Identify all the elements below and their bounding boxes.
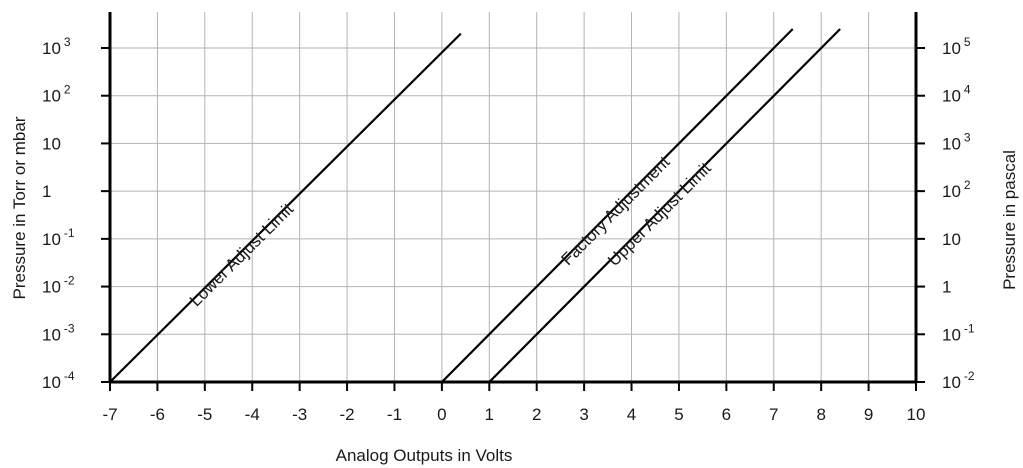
y-left-tick-label: 10 -4 bbox=[42, 369, 75, 392]
x-tick-label: -6 bbox=[150, 405, 165, 424]
y-right-tick-label: 10 3 bbox=[942, 130, 971, 153]
y-right-tick-label: 10 bbox=[942, 230, 961, 249]
y-axis-left-title: Pressure in Torr or mbar bbox=[10, 116, 29, 299]
y-right-tick-label: 10 4 bbox=[942, 83, 971, 106]
x-axis-title: Analog Outputs in Volts bbox=[336, 446, 513, 465]
y-left-tick-label: 10 -3 bbox=[42, 321, 75, 344]
y-right-tick-label: 1 bbox=[942, 278, 951, 297]
x-tick-label: 5 bbox=[674, 405, 683, 424]
series-label: Lower Adjust Limit bbox=[186, 199, 297, 310]
x-tick-label: 2 bbox=[532, 405, 541, 424]
x-tick-label: 3 bbox=[579, 405, 588, 424]
x-tick-label: -3 bbox=[292, 405, 307, 424]
x-tick-label: 0 bbox=[437, 405, 446, 424]
x-tick-label: 6 bbox=[722, 405, 731, 424]
series-group bbox=[109, 28, 841, 383]
y-left-tick-label: 10 2 bbox=[42, 83, 71, 106]
x-tick-label: 9 bbox=[864, 405, 873, 424]
x-tick-label: -7 bbox=[102, 405, 117, 424]
axes bbox=[101, 12, 925, 391]
grid bbox=[110, 12, 916, 382]
y-right-tick-label: 10 2 bbox=[942, 178, 971, 201]
series-line bbox=[109, 32, 462, 383]
y-axis-right-title: Pressure in pascal bbox=[1000, 150, 1019, 290]
x-tick-label: 8 bbox=[816, 405, 825, 424]
y-left-tick-label: 10 bbox=[42, 134, 61, 153]
series-line bbox=[441, 28, 794, 383]
x-tick-label: 7 bbox=[769, 405, 778, 424]
x-tick-label: 10 bbox=[907, 405, 926, 424]
y-right-tick-label: 10 5 bbox=[942, 35, 971, 58]
y-left-tick-label: 1 bbox=[42, 182, 51, 201]
x-tick-label: -4 bbox=[245, 405, 260, 424]
y-left-tick-label: 10 -1 bbox=[42, 226, 75, 249]
y-left-tick-label: 10 -2 bbox=[42, 274, 75, 297]
y-right-tick-label: 10 -2 bbox=[942, 369, 975, 392]
x-tick-label: 4 bbox=[627, 405, 636, 424]
x-tick-label: -2 bbox=[339, 405, 354, 424]
tick-labels: -7 -6 -5 -4 -3 -2 -1 0 1 2 3 4 5 6 7 8 9 10 10-4 10-3 10-2 10… bbox=[42, 35, 975, 424]
series-line bbox=[488, 28, 841, 383]
x-tick-label: -5 bbox=[197, 405, 212, 424]
x-tick-label: -1 bbox=[387, 405, 402, 424]
x-tick-label: 1 bbox=[485, 405, 494, 424]
y-right-tick-label: 10 -1 bbox=[942, 321, 975, 344]
y-left-tick-label: 10 3 bbox=[42, 35, 71, 58]
